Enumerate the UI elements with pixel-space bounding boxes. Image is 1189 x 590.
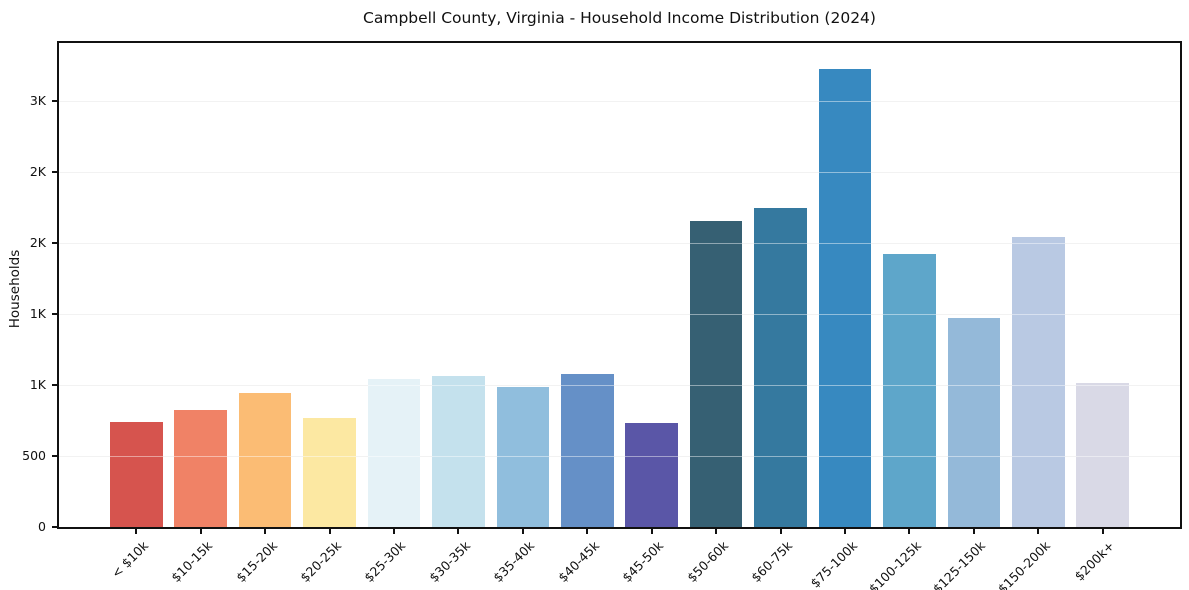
y-tick-mark (52, 384, 57, 387)
x-tick-label: $10-15k (168, 538, 216, 586)
bar-60-75k (754, 208, 807, 527)
gridline (59, 385, 1180, 387)
x-tick-mark (457, 529, 460, 534)
x-tick-mark (779, 529, 782, 534)
y-tick-label: 3K (29, 93, 46, 109)
x-tick-mark (199, 529, 202, 534)
bar-75-100k (818, 68, 872, 527)
gridline-overlay (59, 314, 1180, 316)
bar-10-15k (174, 409, 227, 527)
x-tick-label: $125-150k (930, 538, 989, 590)
gridline (59, 243, 1180, 245)
gridline (59, 101, 1180, 103)
x-tick-mark (586, 529, 589, 534)
gridline-overlay (59, 385, 1180, 387)
x-tick-mark (264, 529, 267, 534)
y-tick-label: 0 (38, 519, 46, 534)
x-tick-mark (843, 529, 846, 534)
y-tick-label: 2K (29, 235, 46, 251)
x-tick-label: $200k+ (1071, 538, 1118, 584)
gridline-overlay (59, 243, 1180, 245)
bar-15-20k (238, 392, 292, 527)
bar-125-150k (947, 318, 1001, 527)
gridline (59, 456, 1180, 458)
y-tick-mark (52, 313, 57, 316)
x-tick-mark (908, 529, 911, 534)
y-tick-label: 1K (29, 377, 46, 393)
x-tick-label: $60-75k (748, 538, 796, 586)
x-tick-label: $30-35k (425, 538, 474, 586)
x-tick-label: $15-20k (232, 538, 280, 586)
x-tick-mark (972, 529, 975, 534)
bar-35-40k (496, 387, 550, 527)
bar-25-30k (367, 378, 421, 527)
x-tick-label: $25-30k (361, 538, 409, 586)
chart-title: Campbell County, Virginia - Household In… (363, 9, 876, 27)
x-tick-mark (135, 529, 138, 534)
bar-45-50k (625, 422, 678, 527)
x-tick-mark (328, 529, 331, 534)
bar-30-35k (432, 375, 485, 527)
x-tick-label: $35-40k (490, 538, 538, 586)
gridline (59, 314, 1180, 316)
x-tick-label: $75-100k (806, 538, 860, 590)
gridline-overlay (59, 456, 1180, 458)
y-tick-mark (52, 526, 57, 528)
bar-200k (1076, 382, 1129, 527)
bar-20-25k (303, 417, 356, 527)
y-tick-mark (52, 171, 57, 174)
x-tick-label: $40-45k (554, 538, 602, 586)
x-tick-mark (650, 529, 653, 534)
x-tick-label: $100-125k (865, 538, 925, 590)
y-tick-mark (52, 242, 57, 245)
x-tick-label: < $10k (108, 538, 151, 581)
gridline-overlay (59, 172, 1180, 174)
x-tick-mark (393, 529, 395, 534)
x-tick-mark (1101, 529, 1104, 534)
plot-area (57, 41, 1182, 529)
gridline-overlay (59, 101, 1180, 103)
y-tick-label: 1K (29, 306, 46, 322)
bar-150-200k (1012, 237, 1065, 527)
y-tick-mark (52, 100, 57, 103)
x-tick-label: $45-50k (619, 538, 667, 586)
y-tick-label: 2K (29, 164, 46, 180)
gridline (59, 172, 1180, 174)
bar-50-60k (689, 220, 743, 527)
bar-40-45k (561, 373, 614, 527)
bar-10k (110, 422, 163, 527)
x-tick-mark (521, 529, 524, 534)
x-tick-label: $50-60k (683, 538, 731, 586)
x-tick-mark (1037, 529, 1040, 534)
x-tick-mark (715, 529, 718, 534)
x-tick-label: $150-200k (994, 538, 1053, 590)
y-tick-mark (52, 455, 57, 458)
x-tick-label: $20-25k (297, 538, 345, 586)
bar-100-125k (883, 254, 936, 527)
y-tick-label: 500 (22, 448, 46, 464)
